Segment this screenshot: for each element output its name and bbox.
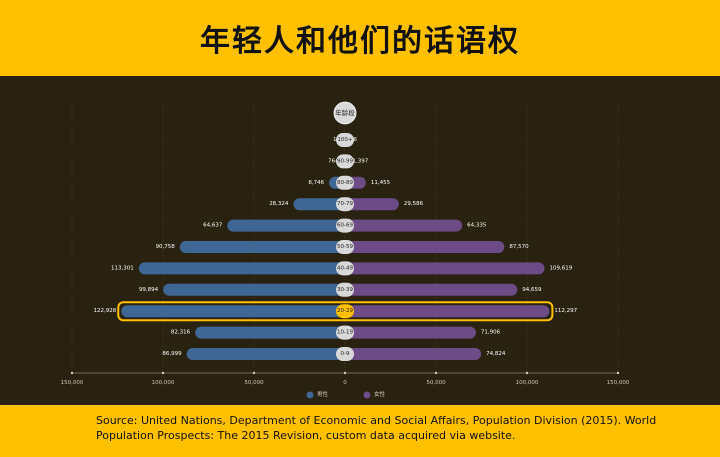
x-tick-label: 150,000 — [61, 380, 84, 386]
header-band: 年轻人和他们的话语权 — [0, 0, 720, 76]
age-label: 30-39 — [337, 287, 353, 293]
age-header-circle — [333, 101, 357, 125]
x-axis-tick — [616, 371, 620, 375]
age-pill — [336, 240, 354, 254]
male-value-label: 8,746 — [308, 180, 324, 186]
page-title: 年轻人和他们的话语权 — [200, 24, 520, 59]
female-bar — [345, 198, 399, 211]
male-bar — [163, 283, 345, 296]
male-value-label: 764 — [328, 158, 339, 164]
male-bar — [179, 241, 345, 253]
x-tick-label: 0 — [343, 380, 347, 386]
female-value-label: 94,659 — [522, 287, 542, 293]
female-value-label: 112,297 — [554, 308, 577, 314]
male-value-label: 99,894 — [139, 287, 159, 293]
age-pill — [336, 197, 354, 212]
x-axis-tick — [434, 371, 438, 375]
male-bar — [293, 198, 345, 211]
female-value-label: 64,335 — [467, 223, 487, 229]
age-pill — [336, 133, 354, 147]
female-bar — [345, 241, 505, 253]
male-value-label: 64,637 — [203, 223, 223, 229]
legend-label-female: 女性 — [374, 390, 386, 398]
age-label: 90-99 — [337, 158, 353, 164]
age-pill — [336, 175, 354, 190]
age-label: 50-59 — [337, 244, 353, 250]
male-bar — [186, 348, 345, 360]
age-pill — [336, 154, 354, 169]
age-pill — [336, 347, 354, 361]
source-note: Source: United Nations, Department of Ec… — [96, 414, 657, 442]
age-label: 70-79 — [337, 201, 353, 207]
x-tick-label: 100,000 — [152, 380, 175, 386]
female-value-label: 74,824 — [486, 351, 506, 357]
age-label: 80-89 — [337, 180, 353, 186]
male-value-label: 122,928 — [94, 308, 117, 314]
x-axis-tick — [525, 371, 529, 375]
male-bar — [138, 262, 345, 275]
male-value-label: 90,758 — [156, 244, 176, 250]
x-tick-label: 150,000 — [607, 380, 630, 386]
age-label: 100+ — [337, 137, 352, 143]
x-axis-tick — [70, 371, 74, 375]
highlight-outline — [117, 301, 554, 322]
male-value-label: 86,999 — [162, 351, 182, 357]
chart-panel: 150,000 100,000 50,000 0 50,000 100,000 150,00… — [0, 76, 720, 405]
male-value-label: 28,324 — [269, 201, 289, 207]
legend-swatch-female — [363, 391, 371, 399]
age-label: 10-19 — [337, 330, 353, 336]
male-bar — [195, 326, 345, 339]
legend-label-male: 男性 — [317, 390, 329, 398]
x-tick-label: 50,000 — [426, 380, 446, 386]
x-axis-tick — [343, 371, 347, 375]
female-value-label: 29,586 — [404, 201, 424, 207]
age-pill — [336, 261, 354, 276]
age-pill — [336, 304, 354, 319]
x-axis-tick — [252, 371, 256, 375]
age-header-label: 年龄段 — [335, 108, 355, 117]
age-label: 40-49 — [337, 265, 353, 271]
female-value-label: 109,619 — [550, 265, 573, 271]
x-axis-tick — [161, 371, 165, 375]
age-pill — [336, 218, 354, 233]
male-bar — [121, 305, 345, 318]
female-bar — [345, 348, 482, 360]
age-pill — [336, 282, 354, 297]
female-value-label: 11,455 — [371, 180, 391, 186]
female-bar — [345, 326, 476, 339]
age-label: 0-9 — [341, 351, 350, 357]
female-bar — [345, 219, 463, 232]
male-bar — [227, 219, 345, 232]
population-pyramid-chart: 150,000 100,000 50,000 0 50,000 100,000 150,00… — [61, 101, 630, 399]
female-value-label: 87,570 — [509, 244, 529, 250]
male-value-label: 113,301 — [111, 265, 134, 271]
legend-swatch-male — [306, 391, 314, 399]
age-label: 60-69 — [337, 223, 353, 229]
female-value-label: 1,397 — [353, 158, 369, 164]
footer-band: Source: United Nations, Department of Ec… — [0, 405, 720, 457]
age-label: 20-29 — [337, 308, 353, 314]
x-tick-label: 50,000 — [244, 380, 264, 386]
female-bar — [345, 305, 550, 318]
x-tick-label: 100,000 — [516, 380, 539, 386]
age-pill — [336, 325, 354, 340]
female-value-label: 71,906 — [481, 330, 501, 336]
male-value-label: 82,316 — [171, 330, 191, 336]
female-bar — [345, 283, 518, 296]
female-bar — [345, 262, 545, 275]
